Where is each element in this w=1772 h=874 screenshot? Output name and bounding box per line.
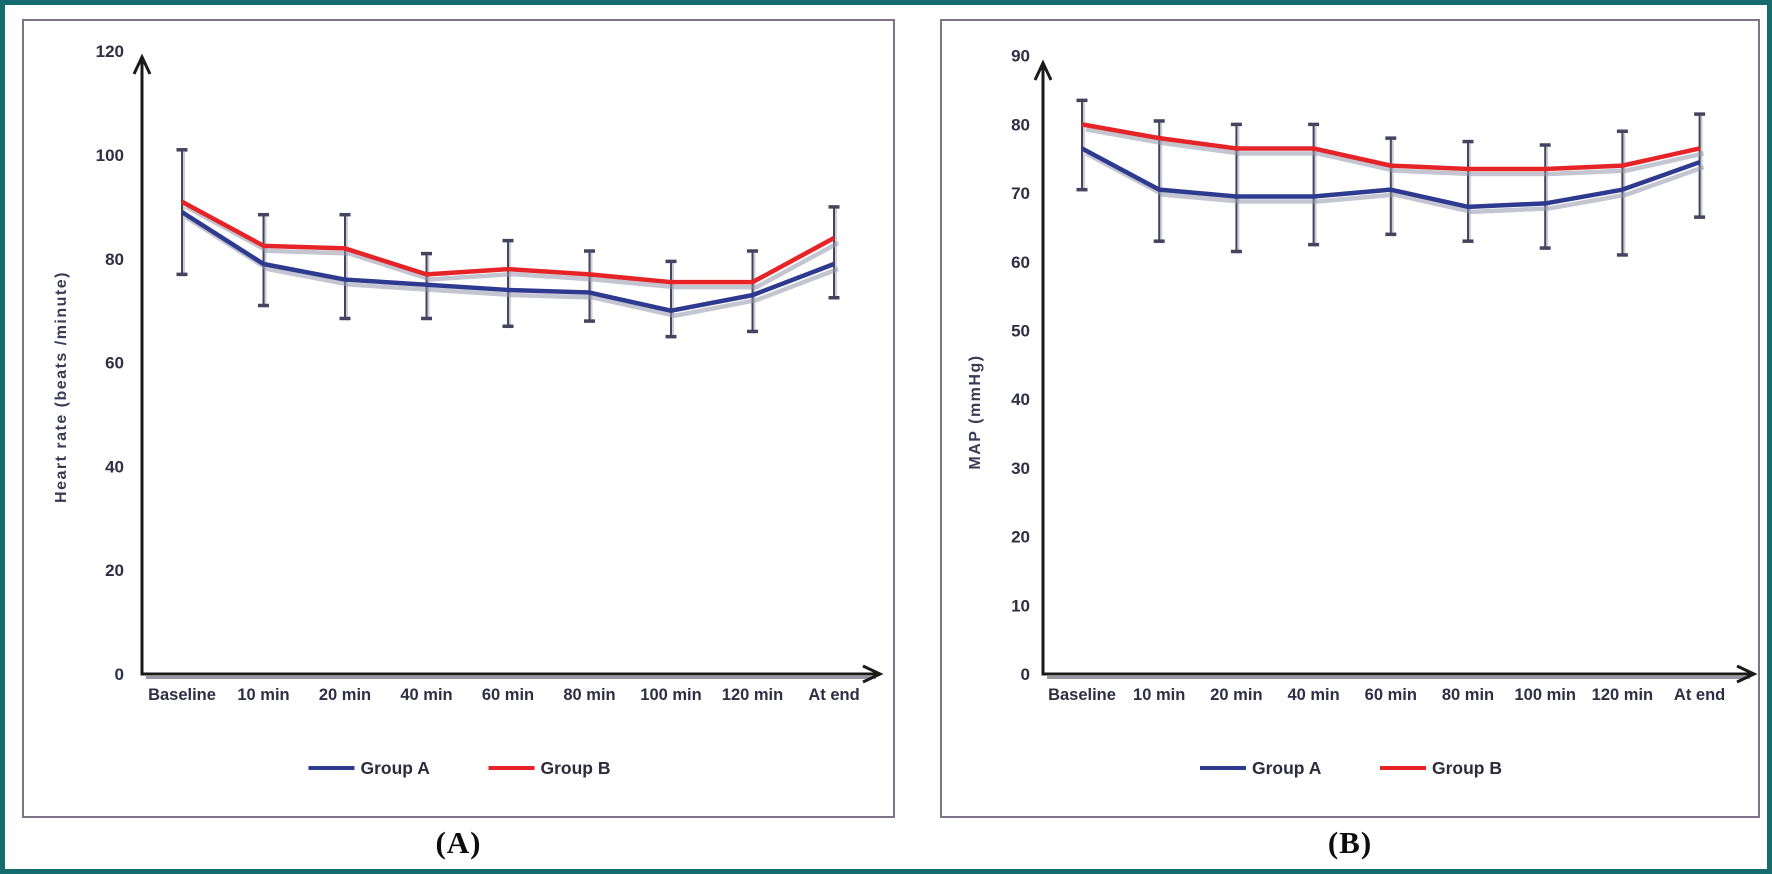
- x-category-label: 100 min: [1514, 686, 1575, 704]
- x-category-label: 40 min: [1287, 686, 1339, 704]
- map-chart: 0 10 20 30 40 50 60 70 80 90 Baseline 10 min 20 min 4…: [967, 47, 1758, 778]
- legend-label: Group A: [361, 758, 431, 778]
- heart-rate-chart-panel: 0 20 40 60 80 100 120 Baseline 10 min 20 min 40 mi…: [22, 19, 895, 818]
- x-category-label: At end: [1674, 686, 1725, 704]
- y-tick-label: 30: [1011, 459, 1030, 478]
- y-tick-label: 60: [105, 354, 124, 373]
- x-category-label: Baseline: [148, 686, 216, 704]
- x-category-label: 80 min: [563, 686, 615, 704]
- map-chart-panel: 0 10 20 30 40 50 60 70 80 90 Baseline 10 min 20 min 4…: [940, 19, 1760, 818]
- legend-label: Group B: [541, 758, 611, 778]
- caption-panel-a: (A): [435, 825, 482, 860]
- y-axis-title: MAP (mmHg): [967, 354, 984, 469]
- y-tick-label: 70: [1011, 184, 1030, 203]
- series-line-group-a: [180, 210, 835, 313]
- x-axis-arrow-icon: [862, 664, 884, 684]
- y-axis-title: Heart rate (beats /minute): [53, 271, 70, 503]
- x-axis-arrow-icon: [1736, 664, 1758, 684]
- y-tick-label: 120: [96, 42, 124, 61]
- series-line-shadow: [1085, 127, 1705, 177]
- legend-label: Group A: [1252, 758, 1322, 778]
- x-category-label: 20 min: [319, 686, 371, 704]
- y-tick-label: 50: [1011, 322, 1030, 341]
- x-category-label: 10 min: [1133, 686, 1185, 704]
- y-tick-label: 80: [105, 250, 124, 269]
- y-axis-arrow-icon: [132, 53, 152, 75]
- y-tick-label: 10: [1011, 596, 1030, 615]
- x-category-label: 120 min: [1592, 686, 1653, 704]
- series-line-shadow: [184, 204, 840, 290]
- y-tick-label: 20: [1011, 528, 1030, 547]
- y-tick-label: 90: [1011, 47, 1030, 66]
- x-category-label: 40 min: [400, 686, 452, 704]
- y-tick-label: 40: [1011, 390, 1030, 409]
- series-line-shadow: [1084, 151, 1705, 215]
- x-category-label: 100 min: [640, 686, 701, 704]
- heart-rate-chart: 0 20 40 60 80 100 120 Baseline 10 min 20 min 40 mi…: [53, 42, 884, 778]
- y-tick-label: 0: [115, 665, 124, 684]
- x-category-label: 10 min: [237, 686, 289, 704]
- y-tick-label: 80: [1011, 115, 1030, 134]
- y-tick-label: 0: [1021, 665, 1030, 684]
- x-category-label: 80 min: [1442, 686, 1494, 704]
- series-line-group-a: [1080, 146, 1701, 210]
- caption-panel-b: (B): [1327, 825, 1373, 860]
- y-tick-label: 60: [1011, 253, 1030, 272]
- series-line-group-b: [180, 199, 836, 285]
- y-tick-label: 100: [96, 146, 124, 165]
- x-category-label: 60 min: [482, 686, 534, 704]
- series-line-group-b: [1081, 122, 1701, 172]
- x-category-label: 60 min: [1365, 686, 1417, 704]
- legend-label: Group B: [1432, 758, 1502, 778]
- y-tick-label: 20: [105, 561, 124, 580]
- series-line-shadow: [184, 215, 839, 318]
- y-tick-label: 40: [105, 457, 124, 476]
- x-category-label: At end: [808, 686, 859, 704]
- x-category-label: 120 min: [722, 686, 783, 704]
- x-category-label: Baseline: [1048, 686, 1116, 704]
- x-category-label: 20 min: [1210, 686, 1262, 704]
- y-axis-arrow-icon: [1033, 59, 1053, 81]
